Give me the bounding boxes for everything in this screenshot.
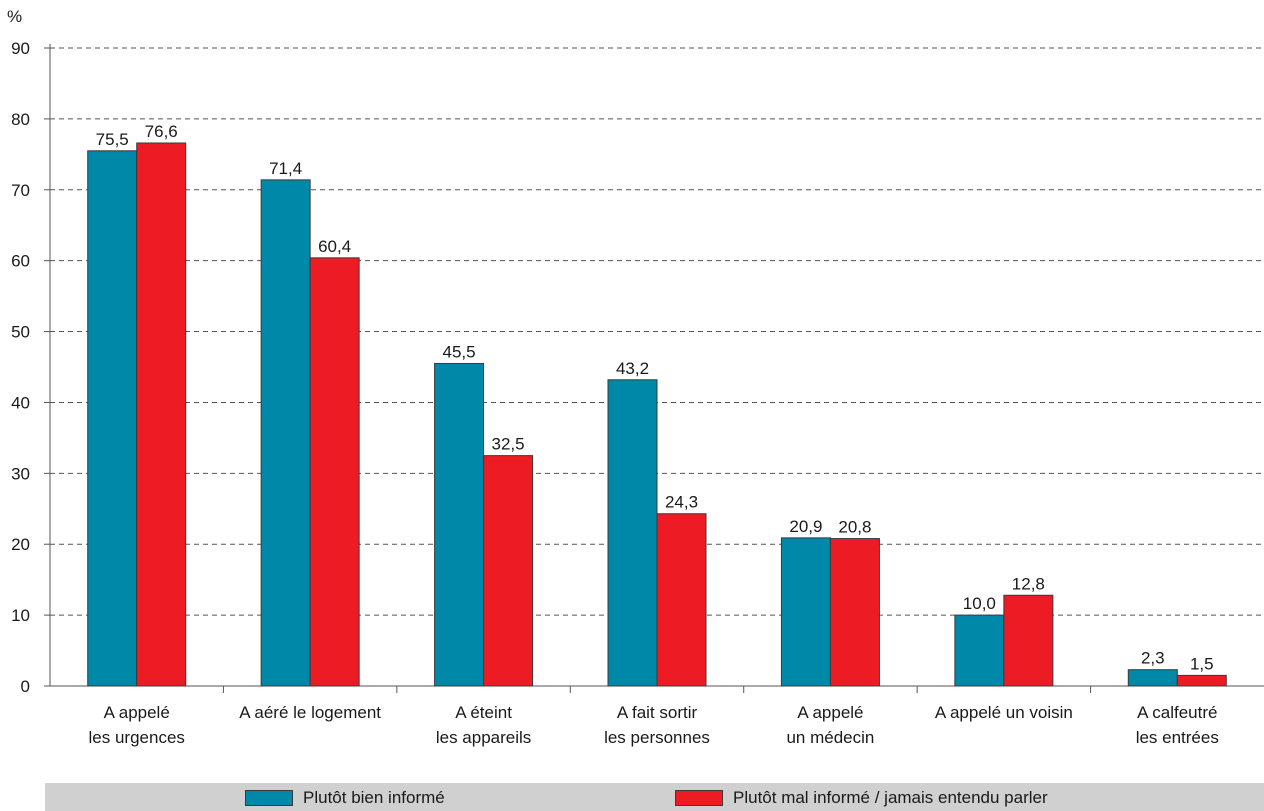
y-tick-label: 30 — [11, 464, 30, 483]
data-label: 32,5 — [492, 435, 525, 454]
legend-item-series-1: Plutôt bien informé — [245, 788, 445, 808]
y-axis-unit: % — [7, 7, 22, 26]
data-label: 2,3 — [1141, 649, 1165, 668]
data-label: 20,9 — [789, 517, 822, 536]
bar-series-1 — [607, 379, 658, 687]
x-category-label: A appelé — [104, 703, 170, 722]
y-tick-label: 90 — [11, 39, 30, 58]
x-category-label: A appelé un voisin — [935, 703, 1073, 722]
x-category-label: A calfeutré — [1137, 703, 1217, 722]
x-category-label: A appelé — [797, 703, 863, 722]
bar-series-2 — [483, 455, 534, 687]
bar-series-1 — [260, 179, 311, 687]
bar-series-2 — [309, 257, 360, 687]
y-tick-label: 0 — [21, 677, 30, 696]
data-label: 20,8 — [838, 518, 871, 537]
legend-swatch-series-1 — [245, 790, 293, 806]
x-category-label: les appareils — [436, 728, 531, 747]
legend-item-series-2: Plutôt mal informé / jamais entendu parl… — [675, 788, 1048, 808]
bar-series-1 — [434, 362, 485, 687]
bar-series-2 — [656, 513, 707, 687]
bar-series-2 — [136, 142, 187, 687]
x-category-label: un médecin — [786, 728, 874, 747]
bar-series-2 — [829, 538, 880, 687]
y-tick-label: 20 — [11, 535, 30, 554]
data-label: 43,2 — [616, 359, 649, 378]
y-tick-label: 40 — [11, 393, 30, 412]
x-category-label: A aéré le logement — [239, 703, 381, 722]
bar-series-2 — [1176, 674, 1227, 687]
data-label: 76,6 — [145, 122, 178, 141]
bar-series-2 — [1003, 594, 1054, 687]
legend-label-series-2: Plutôt mal informé / jamais entendu parl… — [733, 788, 1048, 807]
x-category-label: A fait sortir — [617, 703, 698, 722]
data-label: 75,5 — [96, 130, 129, 149]
y-tick-label: 10 — [11, 606, 30, 625]
data-label: 12,8 — [1012, 574, 1045, 593]
data-label: 1,5 — [1190, 654, 1214, 673]
bar-series-1 — [780, 537, 831, 687]
bar-series-1 — [1127, 669, 1178, 687]
x-category-label: A éteint — [455, 703, 512, 722]
y-tick-label: 80 — [11, 110, 30, 129]
y-tick-label: 60 — [11, 252, 30, 271]
x-category-label: les urgences — [89, 728, 185, 747]
bar-chart: 0 10 20 30 40 50 60 70 80 90% 75,5 76,6 A appelé les … — [7, 7, 1264, 747]
data-label: 24,3 — [665, 493, 698, 512]
bar-series-1 — [954, 614, 1005, 687]
y-tick-label: 50 — [11, 323, 30, 342]
data-label: 71,4 — [269, 159, 302, 178]
legend: Plutôt bien informé Plutôt mal informé /… — [45, 783, 1264, 811]
y-tick-label: 70 — [11, 181, 30, 200]
legend-label-series-1: Plutôt bien informé — [303, 788, 445, 807]
data-label: 10,0 — [963, 594, 996, 613]
data-label: 60,4 — [318, 237, 351, 256]
data-label: 45,5 — [443, 342, 476, 361]
x-category-label: les personnes — [604, 728, 710, 747]
x-category-label: les entrées — [1136, 728, 1219, 747]
bar-series-1 — [87, 150, 138, 687]
legend-swatch-series-2 — [675, 790, 723, 806]
